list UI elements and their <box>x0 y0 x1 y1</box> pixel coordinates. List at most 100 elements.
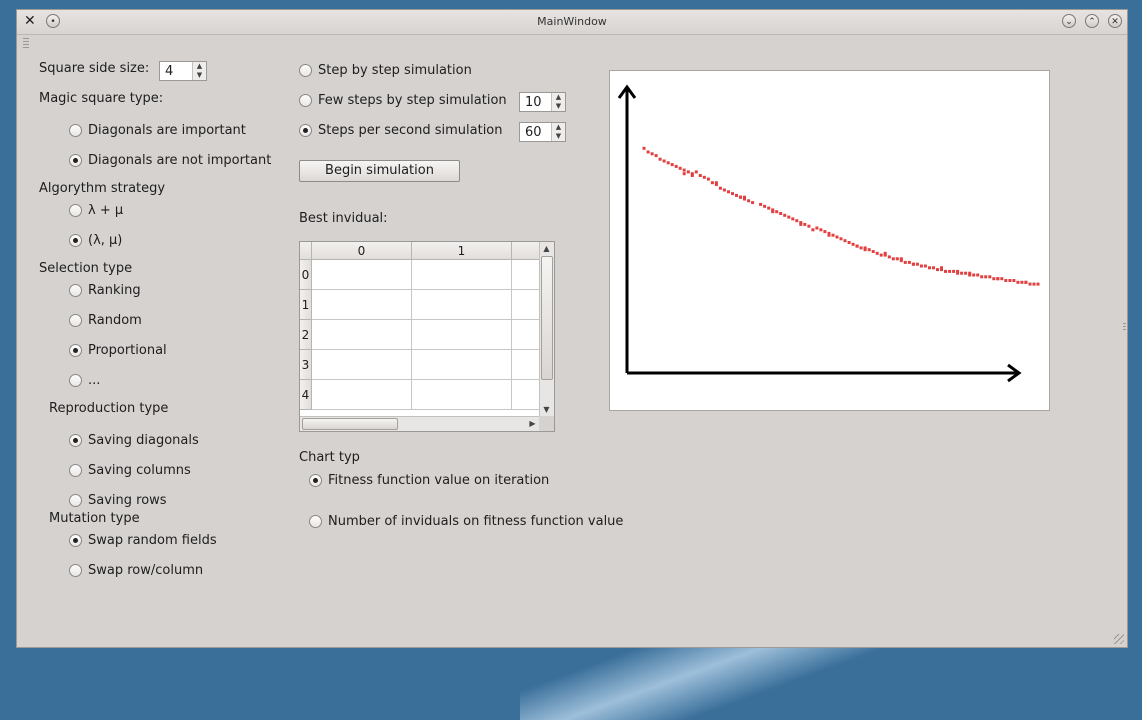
data-point <box>682 168 686 172</box>
data-point <box>956 271 960 275</box>
few-steps-spinbox[interactable]: 10 ▲ ▼ <box>519 92 566 112</box>
chart-panel <box>609 70 1050 411</box>
table-cell[interactable] <box>512 350 542 380</box>
radio-random[interactable] <box>69 314 82 327</box>
radio-lambda-plus-mu-label[interactable]: λ + μ <box>88 203 124 218</box>
radio-saving-columns[interactable] <box>69 464 82 477</box>
data-point <box>722 188 726 192</box>
data-point <box>883 253 887 257</box>
table-cell[interactable] <box>312 350 412 380</box>
radio-saving-diagonals[interactable] <box>69 434 82 447</box>
vertical-scroll-thumb[interactable] <box>541 256 553 380</box>
radio-saving-rows-label[interactable]: Saving rows <box>88 493 167 508</box>
table-cell[interactable] <box>512 290 542 320</box>
row-header-4[interactable]: 4 <box>300 380 312 410</box>
table-cell[interactable] <box>412 290 512 320</box>
radio-other-selection-label[interactable]: ... <box>88 373 101 388</box>
radio-diagonals-important[interactable] <box>69 124 82 137</box>
close-button[interactable]: ✕ <box>1108 14 1122 28</box>
toolbar-grip[interactable] <box>23 38 29 48</box>
radio-few-steps-label[interactable]: Few steps by step simulation <box>318 93 507 108</box>
table-cell[interactable] <box>512 380 542 410</box>
square-side-value[interactable]: 4 <box>165 64 174 79</box>
radio-ranking[interactable] <box>69 284 82 297</box>
few-steps-value[interactable]: 10 <box>525 95 542 110</box>
table-cell[interactable] <box>312 320 412 350</box>
row-header-0[interactable]: 0 <box>300 260 312 290</box>
table-cell[interactable] <box>512 260 542 290</box>
radio-proportional-label[interactable]: Proportional <box>88 343 167 358</box>
radio-diagonals-not-important-label[interactable]: Diagonals are not important <box>88 153 272 168</box>
radio-ranking-label[interactable]: Ranking <box>88 283 141 298</box>
radio-other-selection[interactable] <box>69 374 82 387</box>
radio-diagonals-not-important[interactable] <box>69 154 82 167</box>
radio-steps-per-second-label[interactable]: Steps per second simulation <box>318 123 503 138</box>
scroll-right-icon[interactable]: ▶ <box>529 419 536 428</box>
radio-few-steps[interactable] <box>299 94 312 107</box>
square-side-spinbox[interactable]: 4 ▲ ▼ <box>159 61 207 81</box>
radio-swap-random-fields[interactable] <box>69 534 82 547</box>
radio-saving-rows[interactable] <box>69 494 82 507</box>
table-vertical-scrollbar[interactable]: ▲ ▼ <box>539 242 554 416</box>
radio-lambda-comma-mu-label[interactable]: (λ, μ) <box>88 233 123 248</box>
table-cell[interactable] <box>312 290 412 320</box>
radio-lambda-plus-mu[interactable] <box>69 204 82 217</box>
table-horizontal-scrollbar[interactable]: ▶ <box>300 416 541 431</box>
column-header-0[interactable]: 0 <box>312 242 412 260</box>
radio-random-label[interactable]: Random <box>88 313 142 328</box>
table-cell[interactable] <box>412 350 512 380</box>
spin-up-icon[interactable]: ▲ <box>555 123 562 131</box>
strategy-label: Algorythm strategy <box>39 181 166 196</box>
dock-splitter-grip[interactable] <box>1123 323 1126 331</box>
radio-swap-row-column-label[interactable]: Swap row/column <box>88 563 204 578</box>
horizontal-scroll-thumb[interactable] <box>302 418 398 430</box>
table-cell[interactable] <box>512 320 542 350</box>
table-corner[interactable] <box>300 242 312 260</box>
radio-swap-random-fields-label[interactable]: Swap random fields <box>88 533 217 548</box>
row-header-2[interactable]: 2 <box>300 320 312 350</box>
window-resize-grip[interactable] <box>1114 634 1124 644</box>
radio-inviduals-on-fitness-label[interactable]: Number of inviduals on fitness function … <box>328 514 624 529</box>
column-header-2[interactable] <box>512 242 542 260</box>
begin-simulation-button[interactable]: Begin simulation <box>299 160 460 182</box>
row-header-3[interactable]: 3 <box>300 350 312 380</box>
scrollbar-corner <box>539 416 554 431</box>
radio-step-by-step[interactable] <box>299 64 312 77</box>
row-header-1[interactable]: 1 <box>300 290 312 320</box>
data-point <box>907 260 911 264</box>
best-individual-table[interactable]: 0 1 0 1 2 3 4 ▲ ▼ ▶ <box>299 241 555 432</box>
radio-inviduals-on-fitness[interactable] <box>309 515 322 528</box>
data-point <box>718 186 722 190</box>
spin-down-icon[interactable]: ▼ <box>555 132 562 140</box>
minimize-button[interactable]: ⌄ <box>1062 14 1076 28</box>
spin-down-icon[interactable]: ▼ <box>555 102 562 110</box>
steps-per-second-value[interactable]: 60 <box>525 125 542 140</box>
data-point <box>899 259 903 263</box>
radio-proportional[interactable] <box>69 344 82 357</box>
radio-step-by-step-label[interactable]: Step by step simulation <box>318 63 472 78</box>
radio-saving-columns-label[interactable]: Saving columns <box>88 463 191 478</box>
table-cell[interactable] <box>412 320 512 350</box>
spin-up-icon[interactable]: ▲ <box>196 62 203 70</box>
scroll-up-icon[interactable]: ▲ <box>543 244 550 253</box>
spin-down-icon[interactable]: ▼ <box>196 71 203 79</box>
radio-diagonals-important-label[interactable]: Diagonals are important <box>88 123 246 138</box>
column-header-1[interactable]: 1 <box>412 242 512 260</box>
maximize-button[interactable]: ⌃ <box>1085 14 1099 28</box>
radio-saving-diagonals-label[interactable]: Saving diagonals <box>88 433 199 448</box>
radio-lambda-comma-mu[interactable] <box>69 234 82 247</box>
scroll-down-icon[interactable]: ▼ <box>543 405 550 414</box>
app-x-icon[interactable]: ✕ <box>24 13 36 29</box>
steps-per-second-spinbox[interactable]: 60 ▲ ▼ <box>519 122 566 142</box>
table-cell[interactable] <box>312 380 412 410</box>
table-cell[interactable] <box>312 260 412 290</box>
radio-steps-per-second[interactable] <box>299 124 312 137</box>
radio-swap-row-column[interactable] <box>69 564 82 577</box>
spin-up-icon[interactable]: ▲ <box>555 93 562 101</box>
window-menu-button[interactable]: • <box>46 14 60 28</box>
table-cell[interactable] <box>412 380 512 410</box>
radio-fitness-on-iteration[interactable] <box>309 474 322 487</box>
table-cell[interactable] <box>412 260 512 290</box>
data-point <box>968 271 972 275</box>
radio-fitness-on-iteration-label[interactable]: Fitness function value on iteration <box>328 473 550 488</box>
